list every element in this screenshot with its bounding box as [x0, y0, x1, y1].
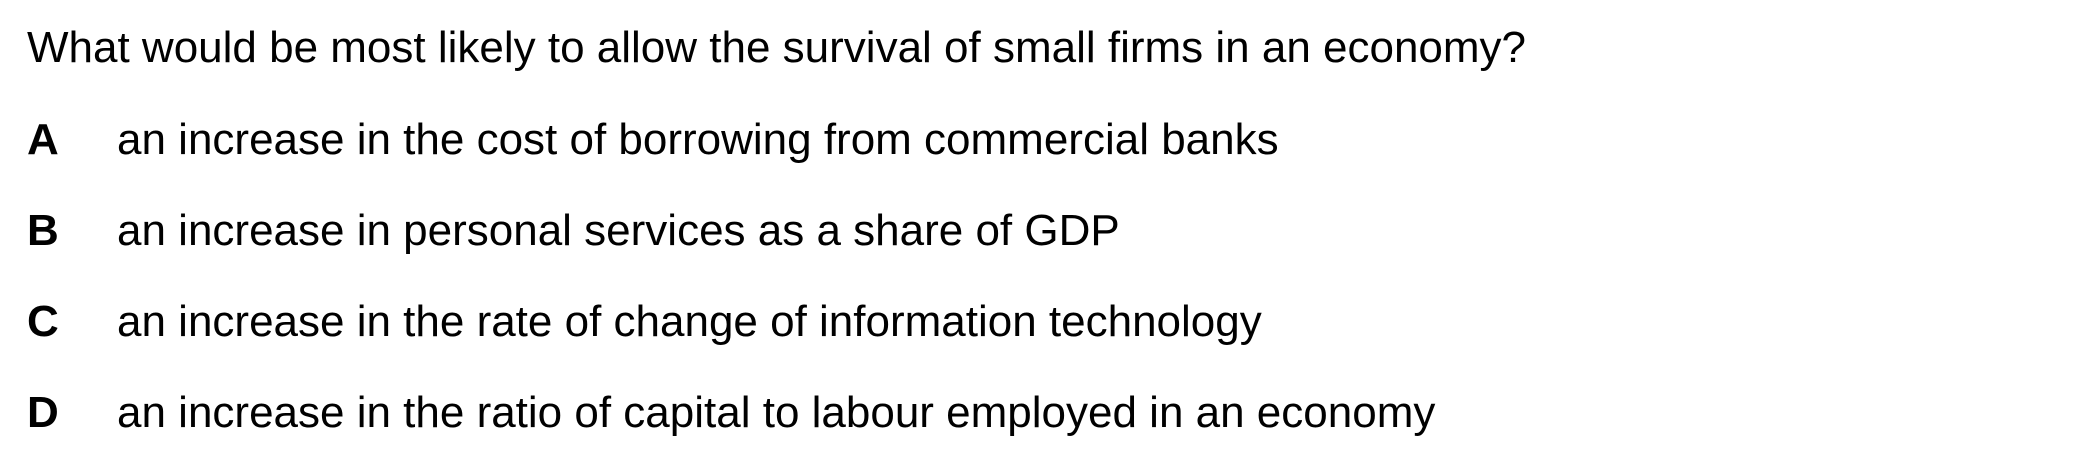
- option-text: an increase in personal services as a sh…: [117, 206, 1120, 255]
- option-text: an increase in the ratio of capital to l…: [117, 388, 1436, 437]
- question-text: What would be most likely to allow the s…: [27, 23, 1527, 72]
- option-text: an increase in the cost of borrowing fro…: [117, 115, 1279, 164]
- option-text: an increase in the rate of change of inf…: [117, 297, 1262, 346]
- option-letter: B: [27, 206, 59, 255]
- option-letter: D: [27, 388, 59, 437]
- option-letter: C: [27, 297, 59, 346]
- option-letter: A: [27, 115, 59, 164]
